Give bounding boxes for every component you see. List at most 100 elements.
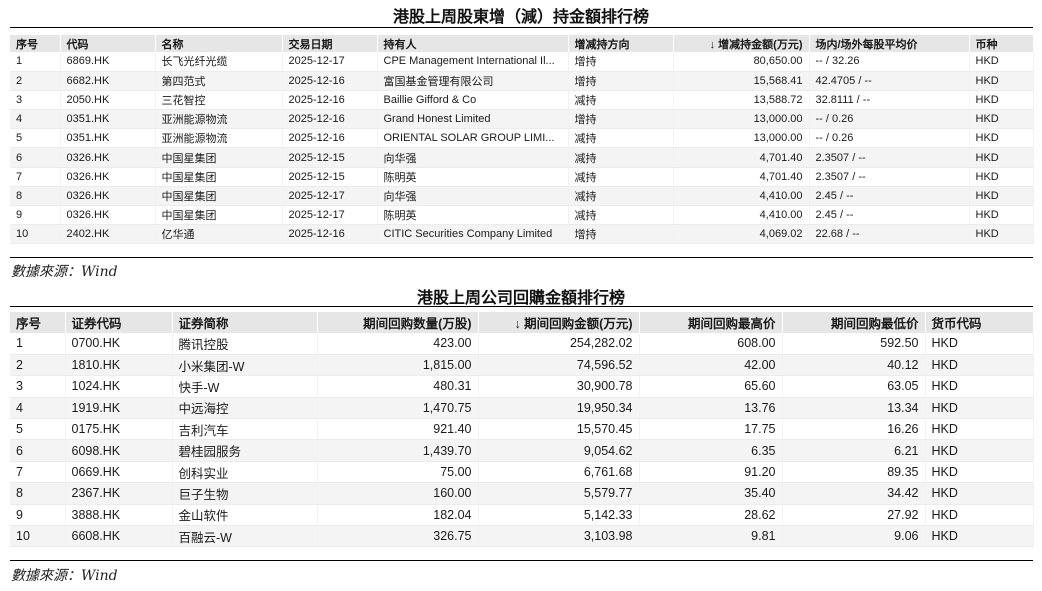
table1-header-cell: 持有人 [377, 35, 569, 52]
table-cell: Baillie Gifford & Co [377, 90, 569, 111]
table-cell: 3 [10, 375, 66, 398]
table2-body: 1 0700.HK 腾讯控股 423.00 254,282.02 608.00 592.50… [10, 333, 1034, 548]
table-cell: 6 [10, 147, 61, 168]
table1-header-cell: 币种 [969, 35, 1034, 52]
table-cell: 腾讯控股 [172, 333, 318, 355]
table-cell: HKD [969, 71, 1034, 91]
table-cell: 608.00 [639, 333, 783, 355]
table-cell: 3 [10, 90, 61, 111]
table-cell: HKD [969, 109, 1034, 130]
table-row: 4 1919.HK 中远海控 1,470.75 19,950.34 13.76 13.34 H… [10, 397, 1034, 420]
table-cell: 0669.HK [65, 461, 173, 484]
table-cell: HKD [969, 224, 1034, 245]
table-cell: 2050.HK [60, 90, 156, 111]
table-cell: 金山软件 [172, 504, 318, 527]
table-cell: 19,950.34 [478, 397, 640, 420]
table-cell: 592.50 [782, 333, 926, 355]
table-cell: 91.20 [639, 461, 783, 484]
table-cell: 326.75 [317, 525, 479, 548]
table-cell: 6 [10, 439, 66, 462]
table-cell: 35.40 [639, 482, 783, 505]
table2-header-cell: 货币代码 [925, 312, 1034, 333]
table1-title: 港股上周股東增（減）持金額排行榜 [392, 7, 649, 26]
table-cell: ORIENTAL SOLAR GROUP LIMI... [377, 128, 569, 149]
table2-header-cell: 序号 [10, 312, 66, 333]
table-cell: 1 [10, 333, 66, 355]
table-cell: 17.75 [639, 418, 783, 441]
table-cell: HKD [969, 205, 1034, 226]
table2-header-cell: 期间回购数量(万股) [317, 312, 479, 333]
table-cell: 减持 [568, 167, 674, 187]
table-cell: 2025-12-17 [282, 52, 378, 72]
table-cell: 2025-12-16 [282, 224, 378, 245]
table-cell: HKD [925, 354, 1034, 377]
table-cell: 1 [10, 52, 61, 72]
table-cell: 13,588.72 [673, 90, 810, 111]
table-cell: 3888.HK [65, 504, 173, 527]
table-cell: 4,701.40 [673, 147, 810, 168]
table-cell: HKD [969, 90, 1034, 111]
table-cell: 5,579.77 [478, 482, 640, 505]
table-cell: 吉利汽车 [172, 418, 318, 441]
table-cell: 快手-W [172, 375, 318, 398]
table-cell: 2025-12-17 [282, 186, 378, 207]
table-cell: 中远海控 [172, 397, 318, 420]
table-row: 8 0326.HK 中国星集团 2025-12-17 向华强 减持 4,410.00 2.45… [10, 186, 1034, 207]
table-cell: 增持 [568, 52, 674, 72]
table2-header-cell: 期间回购最高价 [639, 312, 783, 333]
table-cell: HKD [925, 439, 1034, 462]
table-cell: 2025-12-16 [282, 90, 378, 111]
table-cell: 富国基金管理有限公司 [377, 71, 569, 91]
table-cell: 第四范式 [155, 71, 283, 91]
table-cell: 15,570.45 [478, 418, 640, 441]
table-cell: 254,282.02 [478, 333, 640, 355]
table-cell: 16.26 [782, 418, 926, 441]
table1-body: 1 6869.HK 长飞光纤光缆 2025-12-17 CPE Management I… [10, 52, 1034, 245]
table-cell: 9,054.62 [478, 439, 640, 462]
table-cell: 0326.HK [60, 186, 156, 207]
table-cell: 2367.HK [65, 482, 173, 505]
table-row: 9 3888.HK 金山软件 182.04 5,142.33 28.62 27.92 HKD [10, 504, 1034, 527]
table1-header-cell: 场内/场外每股平均价 [809, 35, 970, 52]
table-cell: 5,142.33 [478, 504, 640, 527]
table-cell: 30,900.78 [478, 375, 640, 398]
table-cell: 9.81 [639, 525, 783, 548]
table-cell: 9 [10, 504, 66, 527]
table-cell: 2025-12-16 [282, 109, 378, 130]
table2-source: 數據來源：Wind [11, 568, 118, 584]
table-cell: 4,069.02 [673, 224, 810, 245]
table1-header-cell: 代码 [60, 35, 156, 52]
table1-header-cell: ↓ 增减持金额(万元) [673, 35, 810, 52]
table-cell: 63.05 [782, 375, 926, 398]
table-cell: 22.68 / -- [809, 224, 970, 245]
table-cell: 增持 [568, 109, 674, 130]
table-cell: 2402.HK [60, 224, 156, 245]
table-cell: 1,815.00 [317, 354, 479, 377]
table-cell: 中国星集团 [155, 186, 283, 207]
table-cell: CPE Management International Il... [377, 52, 569, 72]
table-cell: 3,103.98 [478, 525, 640, 548]
table-cell: 向华强 [377, 147, 569, 168]
table-cell: HKD [925, 461, 1034, 484]
table-row: 6 6098.HK 碧桂园服务 1,439.70 9,054.62 6.35 6.21 HKD [10, 439, 1034, 462]
table-cell: 1,439.70 [317, 439, 479, 462]
table-cell: 6,761.68 [478, 461, 640, 484]
table-cell: HKD [969, 147, 1034, 168]
table-cell: 陈明英 [377, 167, 569, 187]
table-cell: 13,000.00 [673, 128, 810, 149]
table-cell: 40.12 [782, 354, 926, 377]
table-cell: -- / 0.26 [809, 109, 970, 130]
table-row: 8 2367.HK 巨子生物 160.00 5,579.77 35.40 34.42 HKD [10, 482, 1034, 505]
table-cell: 42.4705 / -- [809, 71, 970, 91]
table2-header-cell: ↓ 期间回购金额(万元) [478, 312, 640, 333]
table-row: 4 0351.HK 亚洲能源物流 2025-12-16 Grand Honest Lim… [10, 109, 1034, 130]
table-cell: 创科实业 [172, 461, 318, 484]
table-cell: HKD [969, 128, 1034, 149]
table-row: 5 0175.HK 吉利汽车 921.40 15,570.45 17.75 16.26 HKD [10, 418, 1034, 441]
table-cell: 75.00 [317, 461, 479, 484]
table-cell: HKD [925, 397, 1034, 420]
table-cell: 巨子生物 [172, 482, 318, 505]
table-cell: 160.00 [317, 482, 479, 505]
table-cell: 长飞光纤光缆 [155, 52, 283, 72]
table-cell: 9 [10, 205, 61, 226]
